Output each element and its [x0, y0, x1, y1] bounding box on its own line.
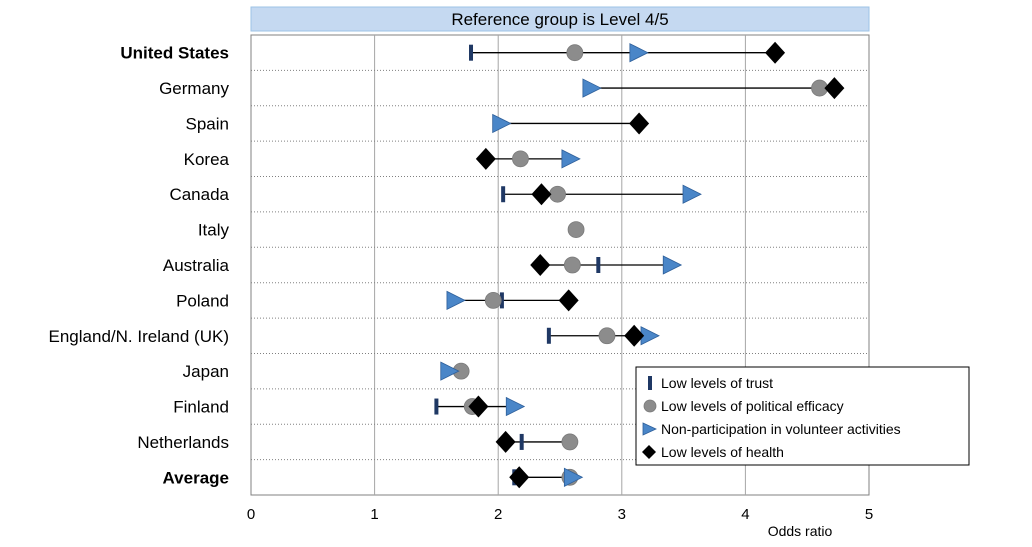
x-tick-label-2: 2: [494, 506, 502, 523]
legend-marker-low-levels-of-health: [642, 445, 656, 459]
category-label-japan: Japan: [183, 362, 229, 381]
point-low-levels-of-political-efficacy-italy: [567, 221, 585, 239]
legend-box: [635, 366, 970, 466]
point-low-levels-of-health-netherlands: [495, 430, 516, 453]
point-low-levels-of-trust-united-states: [469, 44, 474, 61]
category-label-spain: Spain: [186, 114, 229, 133]
x-axis-label: Odds ratio: [768, 523, 833, 539]
x-tick-label-4: 4: [741, 506, 749, 523]
category-label-united-states: United States: [120, 44, 229, 63]
point-non-participation-in-volunteer-activities-germany: [582, 78, 602, 98]
x-tick-labels: 0 1 2 3 4 5: [247, 506, 873, 523]
legend-marker-low-levels-of-trust: [648, 376, 652, 390]
point-low-levels-of-trust-finland: [434, 398, 439, 415]
x-tick-label-3: 3: [618, 506, 626, 523]
point-low-levels-of-health-poland: [558, 289, 579, 312]
legend-marker-low-levels-of-political-efficacy: [643, 399, 657, 413]
point-low-levels-of-health-england-n-ireland-uk: [624, 324, 645, 347]
point-low-levels-of-health-spain: [629, 112, 650, 135]
x-tick-label-1: 1: [370, 506, 378, 523]
category-label-italy: Italy: [198, 221, 230, 240]
point-low-levels-of-political-efficacy-korea: [512, 150, 529, 168]
point-low-levels-of-political-efficacy-netherlands: [561, 433, 579, 451]
point-non-participation-in-volunteer-activities-spain: [492, 113, 512, 134]
point-low-levels-of-political-efficacy-canada: [549, 185, 566, 203]
point-non-participation-in-volunteer-activities-united-states: [629, 43, 649, 63]
x-tick-label-0: 0: [247, 506, 255, 523]
point-non-participation-in-volunteer-activities-australia: [662, 255, 683, 275]
point-low-levels-of-trust-poland: [499, 292, 504, 309]
point-low-levels-of-political-efficacy-poland: [484, 291, 502, 309]
point-low-levels-of-health-finland: [468, 395, 489, 418]
category-label-poland: Poland: [176, 291, 229, 310]
point-non-participation-in-volunteer-activities-average: [563, 467, 584, 487]
legend-label-low-levels-of-trust: Low levels of trust: [661, 375, 773, 391]
point-non-participation-in-volunteer-activities-canada: [682, 184, 702, 204]
point-low-levels-of-trust-netherlands: [519, 433, 524, 450]
point-low-levels-of-health-canada: [531, 183, 552, 206]
point-low-levels-of-health-korea: [475, 147, 496, 170]
category-label-average: Average: [163, 468, 229, 487]
category-label-germany: Germany: [159, 79, 229, 98]
point-low-levels-of-health-australia: [530, 254, 551, 276]
point-non-participation-in-volunteer-activities-japan: [440, 361, 460, 381]
legend-label-low-levels-of-health: Low levels of health: [661, 444, 784, 460]
x-tick-label-5: 5: [865, 506, 873, 523]
point-low-levels-of-trust-australia: [596, 257, 601, 273]
point-low-levels-of-health-united-states: [765, 41, 786, 64]
legend-label-low-levels-of-political-efficacy: Low levels of political efficacy: [661, 398, 844, 414]
point-non-participation-in-volunteer-activities-korea: [561, 149, 581, 169]
category-label-australia: Australia: [163, 256, 230, 275]
point-low-levels-of-health-germany: [824, 77, 845, 100]
category-label-netherlands: Netherlands: [137, 433, 229, 452]
point-low-levels-of-trust-england-n-ireland-uk: [546, 327, 551, 344]
marks-layer: [434, 41, 845, 489]
legend-items: Low levels of trust Low levels of politic…: [642, 375, 901, 460]
category-label-england-n-ireland-uk: England/N. Ireland (UK): [49, 327, 229, 346]
legend-marker-non-participation-in-volunteer-activities: [642, 422, 657, 436]
point-low-levels-of-political-efficacy-australia: [563, 256, 581, 274]
point-non-participation-in-volunteer-activities-finland: [505, 396, 526, 417]
point-low-levels-of-political-efficacy-england-n-ireland-uk: [598, 327, 616, 345]
point-non-participation-in-volunteer-activities-poland: [446, 290, 466, 311]
category-label-canada: Canada: [169, 185, 229, 204]
legend: Low levels of trust Low levels of politic…: [635, 366, 970, 466]
legend-label-non-participation-in-volunteer-activities: Non-participation in volunteer activitie…: [661, 421, 901, 437]
point-low-levels-of-trust-canada: [501, 186, 506, 203]
point-low-levels-of-health-average: [509, 466, 530, 489]
category-label-finland: Finland: [173, 398, 229, 417]
category-label-korea: Korea: [184, 150, 230, 169]
category-labels: United States Germany Spain Korea Canada Ital…: [49, 44, 230, 488]
point-low-levels-of-political-efficacy-united-states: [566, 44, 584, 62]
chart-title: Reference group is Level 4/5: [451, 10, 668, 29]
title-box: [250, 6, 870, 32]
